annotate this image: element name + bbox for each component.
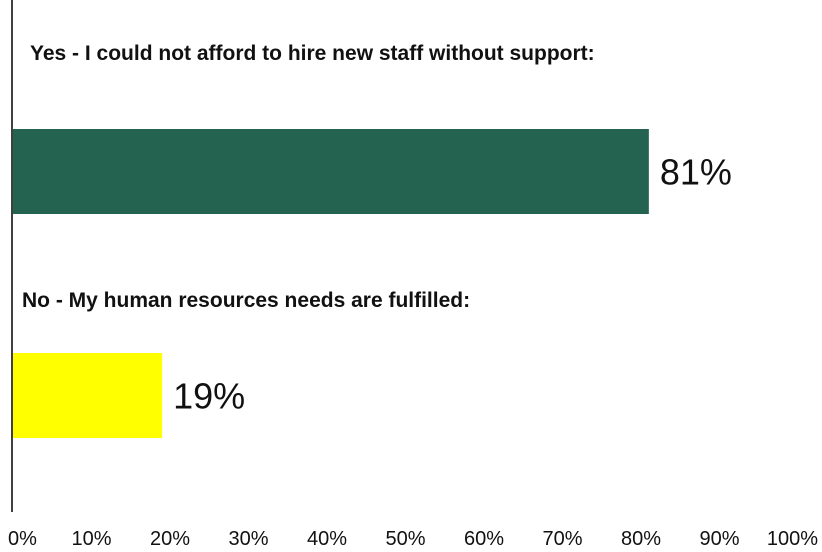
plot-area: Yes - I could not afford to hire new sta… bbox=[13, 42, 732, 438]
data-label: 19% bbox=[173, 376, 245, 417]
x-tick-label: 50% bbox=[385, 528, 425, 550]
x-tick-label: 0% bbox=[8, 528, 37, 550]
x-tick-label: 40% bbox=[307, 528, 347, 550]
x-tick-label: 10% bbox=[71, 528, 111, 550]
x-tick-label: 80% bbox=[621, 528, 661, 550]
bar bbox=[13, 353, 163, 438]
x-axis-tick-labels: 0% 10% 20% 30% 40% 50% 60% 70% 80% 90% 100% bbox=[8, 528, 818, 550]
category-label: Yes - I could not afford to hire new sta… bbox=[30, 42, 595, 65]
x-tick-label: 60% bbox=[464, 528, 504, 550]
data-label: 81% bbox=[660, 152, 732, 193]
x-tick-label: 70% bbox=[542, 528, 582, 550]
x-tick-label: 30% bbox=[228, 528, 268, 550]
x-tick-label: 100% bbox=[767, 528, 818, 550]
bar bbox=[13, 129, 649, 214]
x-tick-label: 20% bbox=[150, 528, 190, 550]
x-tick-label: 90% bbox=[699, 528, 739, 550]
category-label: No - My human resources needs are fulfil… bbox=[22, 289, 470, 312]
